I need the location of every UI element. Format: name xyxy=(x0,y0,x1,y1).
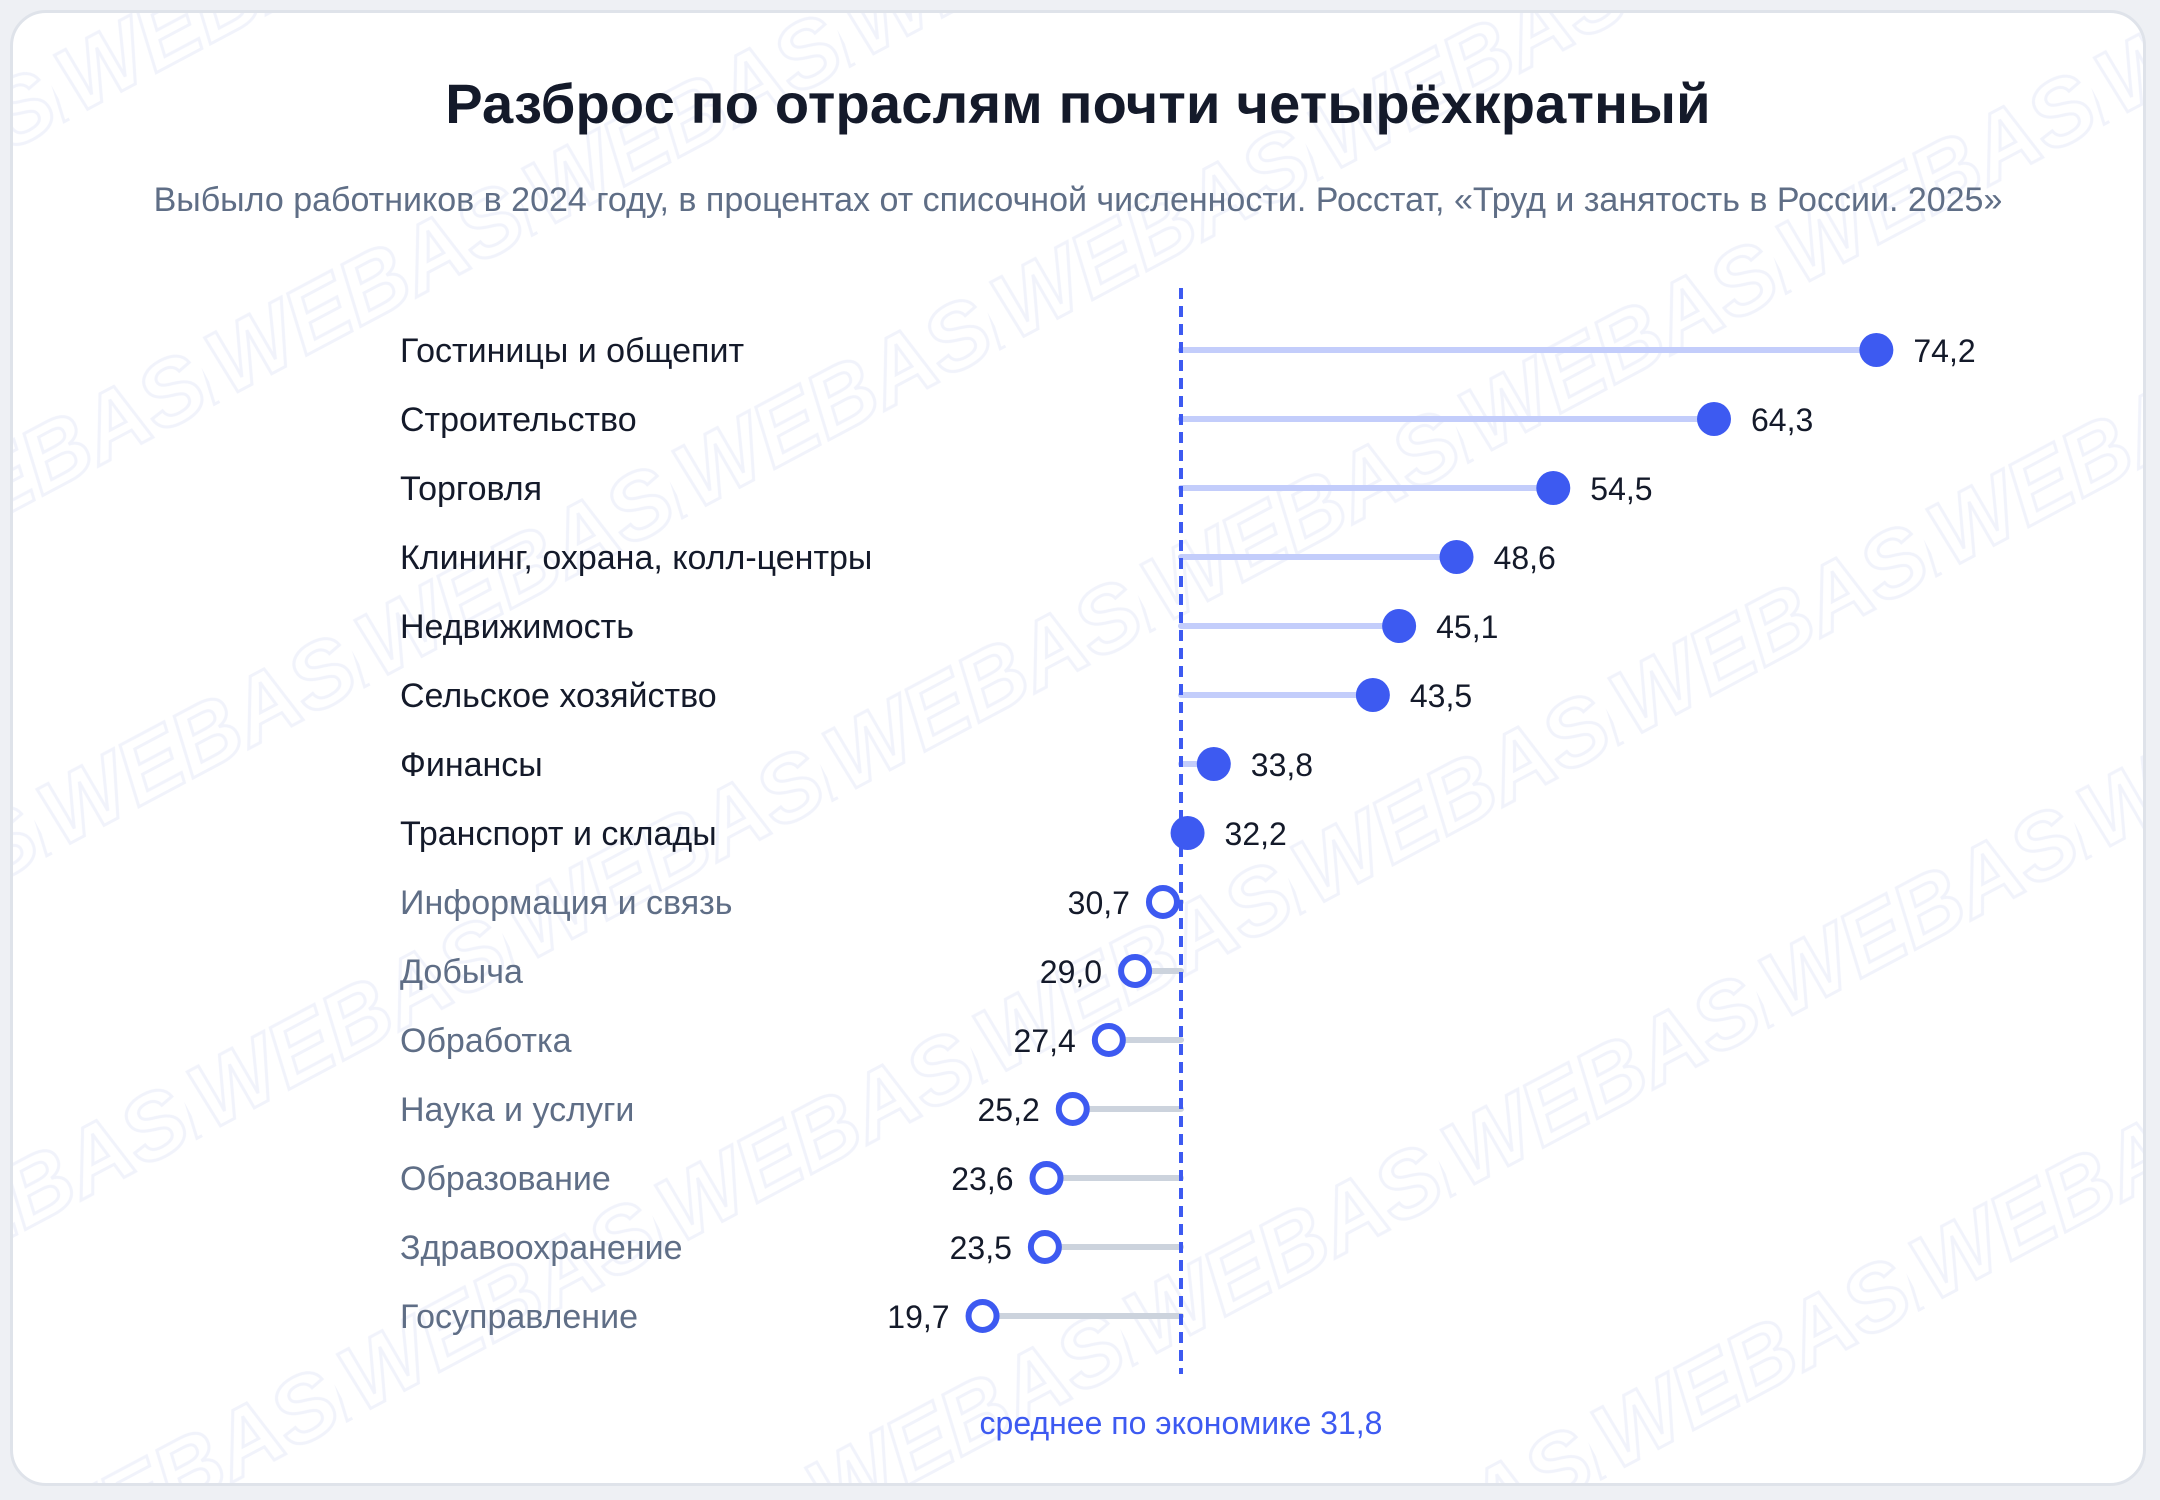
category-labels: Гостиницы и общепит Строительство Торговля… xyxy=(400,332,872,1336)
value-label: 33,8 xyxy=(1251,747,1313,783)
category-label: Здравоохранение xyxy=(400,1229,683,1267)
data-point xyxy=(1027,1230,1062,1264)
data-point xyxy=(1697,402,1731,436)
value-label: 43,5 xyxy=(1410,678,1472,714)
markers-layer xyxy=(965,333,1894,1333)
category-label: Недвижимость xyxy=(400,608,634,646)
value-label: 48,6 xyxy=(1494,540,1556,576)
value-label: 29,0 xyxy=(1040,954,1102,990)
category-label: Добыча xyxy=(400,953,523,991)
lollipop-plot: Гостиницы и общепит Строительство Торговля… xyxy=(400,288,1976,1441)
data-point xyxy=(1196,747,1231,781)
data-point xyxy=(1355,678,1390,712)
value-label: 30,7 xyxy=(1068,885,1130,921)
value-label: 32,2 xyxy=(1225,816,1287,852)
data-point xyxy=(1055,1092,1090,1126)
baseline-label: среднее по экономике 31,8 xyxy=(980,1405,1383,1441)
data-point xyxy=(1382,609,1417,643)
data-point xyxy=(1439,540,1474,574)
value-label: 64,3 xyxy=(1751,402,1813,438)
value-label: 54,5 xyxy=(1590,471,1652,507)
chart-card: WEBASK Разброс по отраслям почти четырёх… xyxy=(10,10,2146,1486)
chart-subtitle: Выбыло работников в 2024 году, в процент… xyxy=(153,181,2003,219)
value-label: 19,7 xyxy=(887,1299,949,1335)
data-point xyxy=(1536,471,1571,505)
data-point xyxy=(1029,1161,1064,1195)
value-labels: 74,2 64,3 54,5 48,6 45,1 43,5 33,8 32,2 30,7 29,0… xyxy=(887,333,1975,1335)
category-label: Гостиницы и общепит xyxy=(400,332,744,370)
category-label: Строительство xyxy=(400,401,637,439)
category-label: Наука и услуги xyxy=(400,1091,634,1129)
chart-title: Разброс по отраслям почти четырёхкратный xyxy=(445,72,1711,135)
value-label: 27,4 xyxy=(1014,1023,1076,1059)
value-label: 45,1 xyxy=(1436,609,1498,645)
data-point xyxy=(1091,1023,1126,1057)
category-label: Финансы xyxy=(400,746,543,784)
category-label: Сельское хозяйство xyxy=(400,677,717,715)
value-label: 23,6 xyxy=(951,1161,1013,1197)
value-label: 74,2 xyxy=(1913,333,1975,369)
data-point xyxy=(1145,885,1180,919)
value-label: 23,5 xyxy=(950,1230,1012,1266)
category-label: Клининг, охрана, колл-центры xyxy=(400,539,872,577)
category-label: Информация и связь xyxy=(400,884,732,922)
category-label: Транспорт и склады xyxy=(400,815,717,853)
category-label: Госуправление xyxy=(400,1298,638,1336)
category-label: Обработка xyxy=(400,1022,572,1060)
data-point xyxy=(1859,333,1894,367)
value-label: 25,2 xyxy=(977,1092,1039,1128)
data-point xyxy=(965,1299,1000,1333)
stems-layer xyxy=(979,347,1880,1319)
data-point xyxy=(1170,816,1205,850)
category-label: Торговля xyxy=(400,470,542,508)
data-point xyxy=(1118,954,1153,988)
category-label: Образование xyxy=(400,1160,611,1198)
